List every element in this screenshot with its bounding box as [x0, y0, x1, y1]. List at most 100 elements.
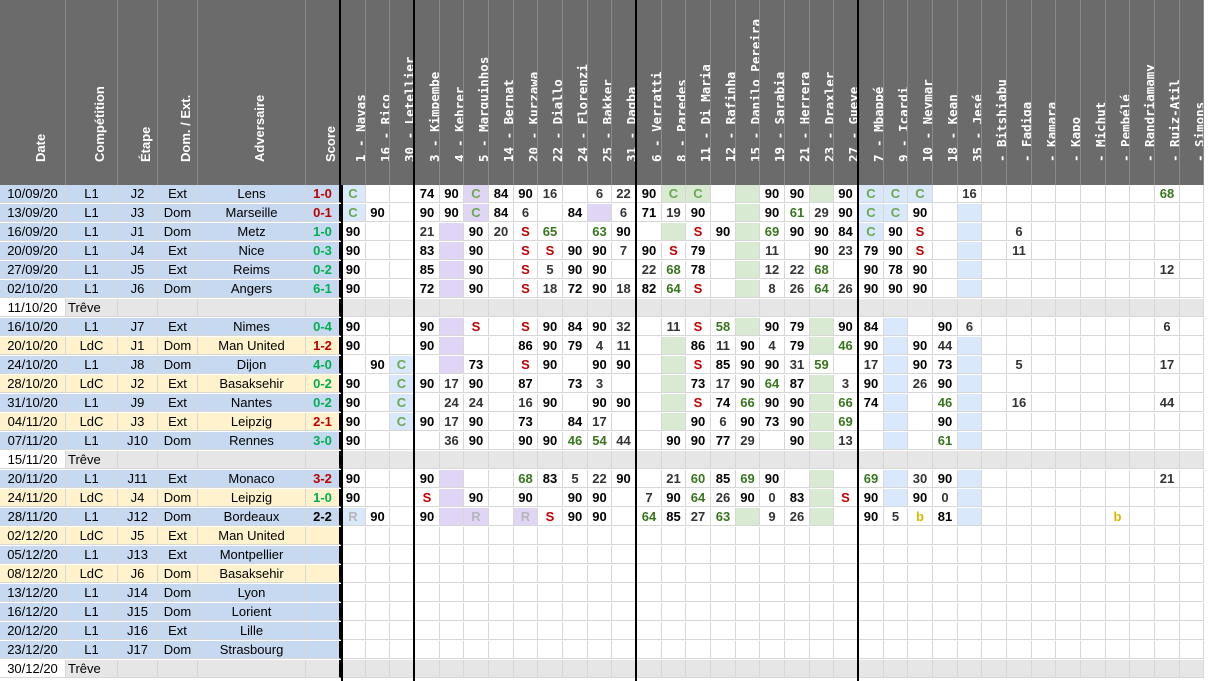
- player-stat-cell[interactable]: 85: [711, 470, 736, 488]
- player-stat-cell[interactable]: [514, 603, 538, 621]
- cell-comp[interactable]: L1: [66, 242, 118, 260]
- player-stat-cell[interactable]: [563, 394, 588, 412]
- cell-score[interactable]: [306, 299, 341, 317]
- player-stat-cell[interactable]: 90: [933, 470, 958, 488]
- player-stat-cell[interactable]: [489, 641, 514, 659]
- player-stat-cell[interactable]: [1180, 413, 1204, 431]
- cell-opp[interactable]: Basaksehir: [198, 375, 306, 393]
- player-stat-cell[interactable]: C: [884, 204, 908, 222]
- player-stat-cell[interactable]: [908, 394, 933, 412]
- player-stat-cell[interactable]: [662, 451, 686, 469]
- player-stat-cell[interactable]: [1032, 546, 1056, 564]
- player-stat-cell[interactable]: [834, 451, 859, 469]
- player-stat-cell[interactable]: [341, 356, 366, 374]
- player-stat-cell[interactable]: [390, 603, 415, 621]
- player-stat-cell[interactable]: 90: [612, 394, 637, 412]
- player-stat-cell[interactable]: [588, 660, 612, 678]
- player-stat-cell[interactable]: [908, 432, 933, 450]
- player-stat-cell[interactable]: [415, 565, 440, 583]
- cell-date[interactable]: 27/09/20: [0, 261, 66, 279]
- player-stat-cell[interactable]: [859, 546, 884, 564]
- player-stat-cell[interactable]: 26: [834, 280, 859, 298]
- player-stat-cell[interactable]: 26: [785, 508, 810, 526]
- player-stat-cell[interactable]: [1155, 660, 1180, 678]
- cell-opp[interactable]: Monaco: [198, 470, 306, 488]
- player-stat-cell[interactable]: [1032, 356, 1056, 374]
- cell-step[interactable]: J2: [118, 375, 158, 393]
- player-stat-cell[interactable]: [1056, 337, 1081, 355]
- player-stat-cell[interactable]: [958, 508, 982, 526]
- player-stat-cell[interactable]: [1155, 280, 1180, 298]
- player-stat-cell[interactable]: 90: [366, 356, 390, 374]
- player-stat-cell[interactable]: [736, 242, 760, 260]
- player-stat-cell[interactable]: [489, 584, 514, 602]
- player-stat-cell[interactable]: [785, 565, 810, 583]
- player-stat-cell[interactable]: 4: [760, 337, 785, 355]
- player-stat-cell[interactable]: [1032, 375, 1056, 393]
- player-stat-cell[interactable]: [958, 356, 982, 374]
- player-header[interactable]: 10 - Neymar: [908, 0, 933, 185]
- player-stat-cell[interactable]: [366, 565, 390, 583]
- cell-step[interactable]: J17: [118, 641, 158, 659]
- player-stat-cell[interactable]: [982, 508, 1007, 526]
- player-stat-cell[interactable]: S: [464, 318, 489, 336]
- cell-step[interactable]: [118, 299, 158, 317]
- player-stat-cell[interactable]: [810, 546, 834, 564]
- player-stat-cell[interactable]: [1081, 660, 1106, 678]
- player-stat-cell[interactable]: [859, 527, 884, 545]
- player-stat-cell[interactable]: S: [538, 242, 563, 260]
- player-stat-cell[interactable]: 90: [464, 432, 489, 450]
- player-stat-cell[interactable]: [1130, 299, 1155, 317]
- cell-comp[interactable]: Trêve: [66, 451, 118, 469]
- player-stat-cell[interactable]: [1056, 356, 1081, 374]
- player-stat-cell[interactable]: 17: [1155, 356, 1180, 374]
- player-stat-cell[interactable]: [1180, 660, 1204, 678]
- player-stat-cell[interactable]: [958, 546, 982, 564]
- player-stat-cell[interactable]: S: [514, 261, 538, 279]
- player-stat-cell[interactable]: 26: [785, 280, 810, 298]
- player-stat-cell[interactable]: [834, 584, 859, 602]
- player-stat-cell[interactable]: 90: [760, 394, 785, 412]
- player-stat-cell[interactable]: 44: [933, 337, 958, 355]
- player-stat-cell[interactable]: [686, 527, 711, 545]
- player-stat-cell[interactable]: [440, 299, 464, 317]
- player-stat-cell[interactable]: [686, 299, 711, 317]
- player-stat-cell[interactable]: [736, 641, 760, 659]
- player-stat-cell[interactable]: [563, 185, 588, 203]
- player-stat-cell[interactable]: 90: [588, 280, 612, 298]
- player-stat-cell[interactable]: 26: [908, 375, 933, 393]
- player-stat-cell[interactable]: [958, 394, 982, 412]
- player-stat-cell[interactable]: [810, 584, 834, 602]
- player-stat-cell[interactable]: [637, 337, 662, 355]
- player-stat-cell[interactable]: [390, 565, 415, 583]
- player-stat-cell[interactable]: 90: [514, 432, 538, 450]
- player-stat-cell[interactable]: 87: [514, 375, 538, 393]
- player-stat-cell[interactable]: [958, 242, 982, 260]
- player-stat-cell[interactable]: [884, 394, 908, 412]
- cell-comp[interactable]: LdC: [66, 337, 118, 355]
- player-stat-cell[interactable]: [415, 527, 440, 545]
- player-stat-cell[interactable]: [958, 565, 982, 583]
- player-stat-cell[interactable]: [1081, 584, 1106, 602]
- player-stat-cell[interactable]: 69: [736, 470, 760, 488]
- player-stat-cell[interactable]: 72: [415, 280, 440, 298]
- player-stat-cell[interactable]: [982, 204, 1007, 222]
- player-stat-cell[interactable]: 29: [736, 432, 760, 450]
- player-stat-cell[interactable]: S: [686, 394, 711, 412]
- player-stat-cell[interactable]: [933, 280, 958, 298]
- player-stat-cell[interactable]: [489, 299, 514, 317]
- player-stat-cell[interactable]: [341, 565, 366, 583]
- player-stat-cell[interactable]: [1180, 565, 1204, 583]
- player-stat-cell[interactable]: [884, 356, 908, 374]
- player-stat-cell[interactable]: 59: [810, 356, 834, 374]
- player-stat-cell[interactable]: [1056, 470, 1081, 488]
- player-stat-cell[interactable]: 64: [686, 489, 711, 507]
- player-stat-cell[interactable]: [1032, 622, 1056, 640]
- player-stat-cell[interactable]: [884, 489, 908, 507]
- player-stat-cell[interactable]: [538, 489, 563, 507]
- player-stat-cell[interactable]: [489, 603, 514, 621]
- player-stat-cell[interactable]: [1007, 641, 1032, 659]
- player-stat-cell[interactable]: [859, 622, 884, 640]
- cell-comp[interactable]: LdC: [66, 489, 118, 507]
- player-stat-cell[interactable]: [1056, 451, 1081, 469]
